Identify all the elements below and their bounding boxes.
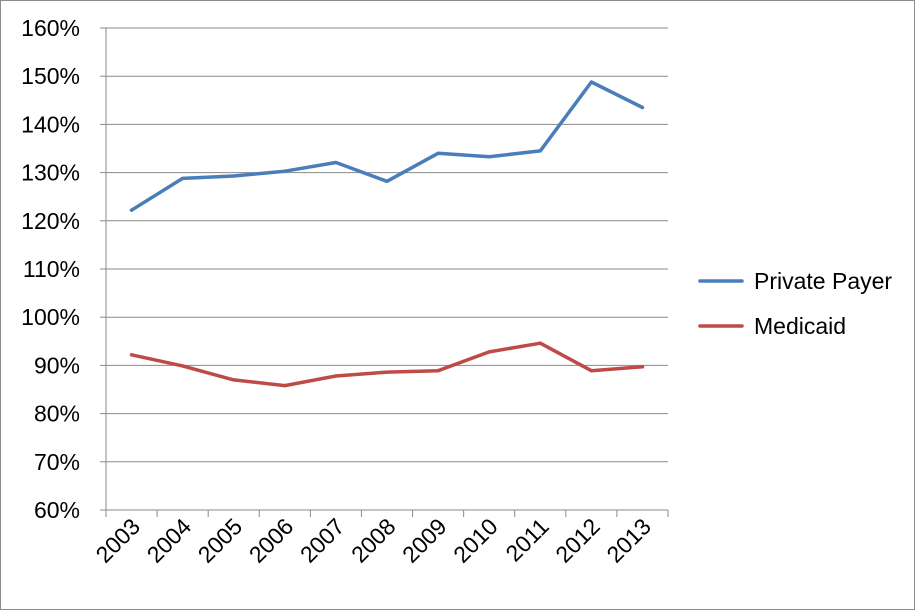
- y-tick-label: 120%: [21, 208, 80, 234]
- x-tick-label: 2011: [500, 513, 553, 566]
- data-point: [385, 179, 389, 183]
- data-point: [283, 169, 287, 173]
- data-point: [334, 374, 338, 378]
- gridlines: [106, 27, 668, 463]
- data-point: [181, 176, 185, 180]
- x-tick-label: 2013: [601, 513, 656, 568]
- data-point: [129, 353, 134, 357]
- y-tick-label: 70%: [34, 449, 80, 475]
- data-point: [232, 378, 236, 382]
- data-point: [538, 149, 542, 153]
- y-tick-label: 130%: [21, 160, 80, 186]
- data-point: [436, 369, 440, 373]
- y-tick-label: 100%: [21, 304, 80, 330]
- legend-label: Private Payer: [754, 268, 892, 294]
- y-tick-label: 160%: [21, 15, 80, 41]
- x-tick-label: 2009: [397, 513, 452, 568]
- data-point: [334, 160, 338, 165]
- data-point: [640, 365, 645, 369]
- y-tick-label: 80%: [34, 401, 80, 427]
- data-point: [589, 369, 593, 373]
- x-axis-ticks: 2003200420052006200720082009201020112012…: [91, 513, 656, 568]
- series-lines: [129, 80, 645, 388]
- data-point: [589, 80, 593, 84]
- data-point: [640, 105, 645, 110]
- x-tick-label: 2006: [244, 513, 299, 568]
- data-point: [385, 370, 389, 374]
- legend: Private Payer Medicaid: [698, 268, 892, 339]
- y-tick-label: 110%: [23, 256, 80, 282]
- data-point: [283, 384, 287, 388]
- x-tick-label: 2010: [448, 513, 503, 568]
- y-tick-label: 140%: [21, 111, 80, 137]
- x-tick-label: 2003: [91, 513, 146, 568]
- series-line: [129, 341, 645, 388]
- data-point: [181, 364, 185, 368]
- x-tick-label: 2007: [295, 513, 350, 568]
- x-tick-label: 2004: [142, 513, 197, 568]
- y-tick-label: 150%: [21, 63, 80, 89]
- series-line: [129, 80, 645, 212]
- data-point: [232, 174, 236, 178]
- axes: [100, 27, 669, 517]
- data-point: [436, 151, 440, 155]
- x-tick-label: 2005: [193, 513, 248, 568]
- y-tick-label: 90%: [34, 352, 80, 378]
- legend-label: Medicaid: [754, 313, 846, 339]
- data-point: [129, 208, 134, 212]
- data-point: [538, 341, 542, 345]
- x-tick-label: 2008: [346, 513, 401, 568]
- data-point: [487, 350, 491, 354]
- y-tick-label: 60%: [34, 497, 80, 523]
- data-point: [487, 155, 491, 159]
- x-tick-label: 2012: [550, 513, 605, 568]
- y-axis-ticks: 60% 70% 80% 90% 100% 110% 120% 130% 140% 150% 160%: [21, 15, 80, 523]
